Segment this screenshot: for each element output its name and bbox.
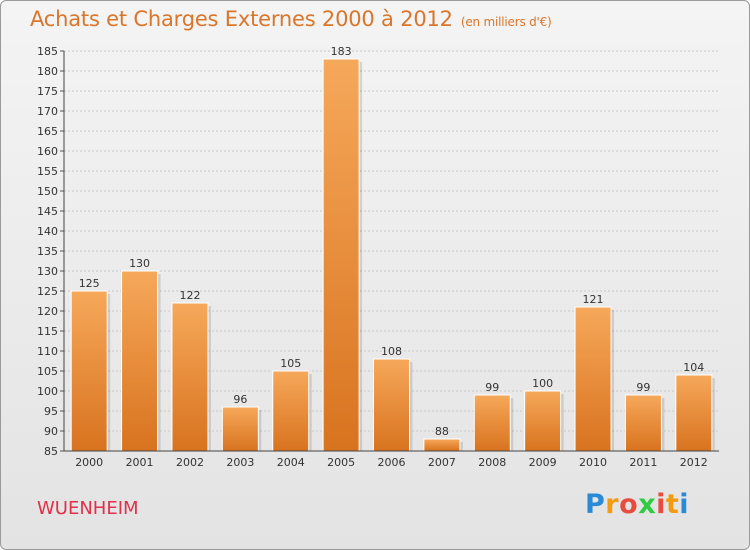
value-label: 96 [233,393,247,406]
logo-letter: P [585,489,606,520]
value-label: 122 [179,289,200,302]
x-tick-label: 2003 [226,456,254,469]
y-tick-label: 185 [37,45,58,58]
bar-2011[interactable] [624,394,662,452]
bar-2012[interactable] [675,374,713,452]
x-tick-label: 2011 [629,456,657,469]
y-tick-label: 85 [44,445,58,458]
y-tick-label: 90 [44,425,58,438]
y-tick-label: 110 [37,345,58,358]
bar-2002[interactable] [171,302,209,452]
x-tick-label: 2010 [579,456,607,469]
y-tick-label: 170 [37,105,58,118]
value-label: 99 [485,381,499,394]
bar-2009[interactable] [524,390,562,452]
y-tick-label: 120 [37,305,58,318]
value-label: 108 [381,345,402,358]
y-tick-label: 180 [37,65,58,78]
y-tick-label: 145 [37,205,58,218]
y-tick-label: 160 [37,145,58,158]
x-tick-label: 2001 [126,456,154,469]
bar-2003[interactable] [221,406,259,452]
logo-letter: r [605,489,620,520]
y-tick-label: 155 [37,165,58,178]
x-tick-label: 2009 [529,456,557,469]
bar-2008[interactable] [473,394,511,452]
bar-2005[interactable] [322,58,360,452]
bar-2006[interactable] [373,358,410,452]
bar-2001[interactable] [121,270,159,452]
logo-letter: i [679,489,690,520]
value-label: 100 [532,377,553,390]
logo-letter: t [665,489,680,520]
value-label: 99 [636,381,650,394]
y-tick-label: 115 [37,325,58,338]
value-label: 88 [435,425,449,438]
proxiti-logo[interactable]: Proxiti [585,489,689,520]
x-tick-label: 2008 [478,456,506,469]
value-label: 125 [79,277,100,290]
logo-letter: x [638,489,657,520]
y-tick-label: 175 [37,85,58,98]
chart-subtitle: (en milliers d'€) [460,15,552,29]
bar-2007[interactable] [423,438,461,452]
y-tick-label: 100 [37,385,58,398]
chart-title: Achats et Charges Externes 2000 à 2012 (e… [30,7,552,31]
logo-letter: i [656,489,666,520]
y-tick-label: 150 [37,185,58,198]
y-tick-label: 105 [37,365,58,378]
value-label: 104 [683,361,704,374]
x-tick-label: 2007 [428,456,456,469]
value-label: 121 [583,293,604,306]
x-tick-label: 2000 [75,456,103,469]
x-tick-label: 2005 [327,456,355,469]
bar-2004[interactable] [272,370,310,452]
y-tick-label: 135 [37,245,58,258]
value-label: 105 [280,357,301,370]
bar-2000[interactable] [70,290,108,452]
y-tick-label: 165 [37,125,58,138]
x-tick-label: 2004 [277,456,305,469]
y-tick-label: 140 [37,225,58,238]
y-tick-label: 130 [37,265,58,278]
x-tick-label: 2006 [378,456,406,469]
value-label: 130 [129,257,150,270]
commune-name: WUENHEIM [37,498,139,519]
chart-title-main: Achats et Charges Externes 2000 à 2012 [30,7,453,31]
logo-letter: o [619,489,639,520]
y-tick-label: 95 [44,405,58,418]
x-tick-label: 2002 [176,456,204,469]
y-tick-label: 125 [37,285,58,298]
value-label: 183 [331,45,352,58]
x-tick-label: 2012 [680,456,708,469]
bar-2010[interactable] [574,306,612,452]
